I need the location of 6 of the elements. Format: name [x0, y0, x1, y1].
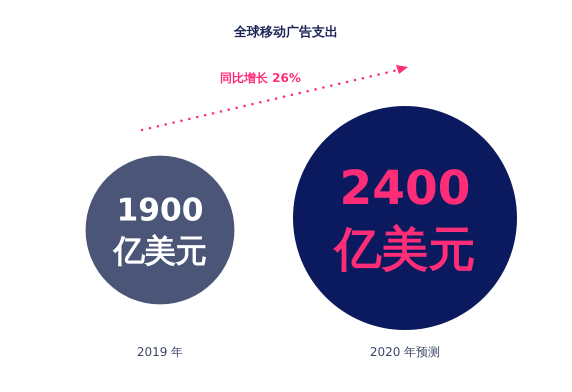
- text: 同比增长 26%: [220, 71, 301, 85]
- data-label: 2400 亿美元: [332, 160, 476, 278]
- text: 全球移动广告支出: [233, 24, 338, 40]
- data-label: 1900 亿美元: [112, 192, 206, 270]
- category-label: 2020 年预测: [370, 345, 440, 359]
- category-label: 2019 年: [136, 345, 184, 359]
